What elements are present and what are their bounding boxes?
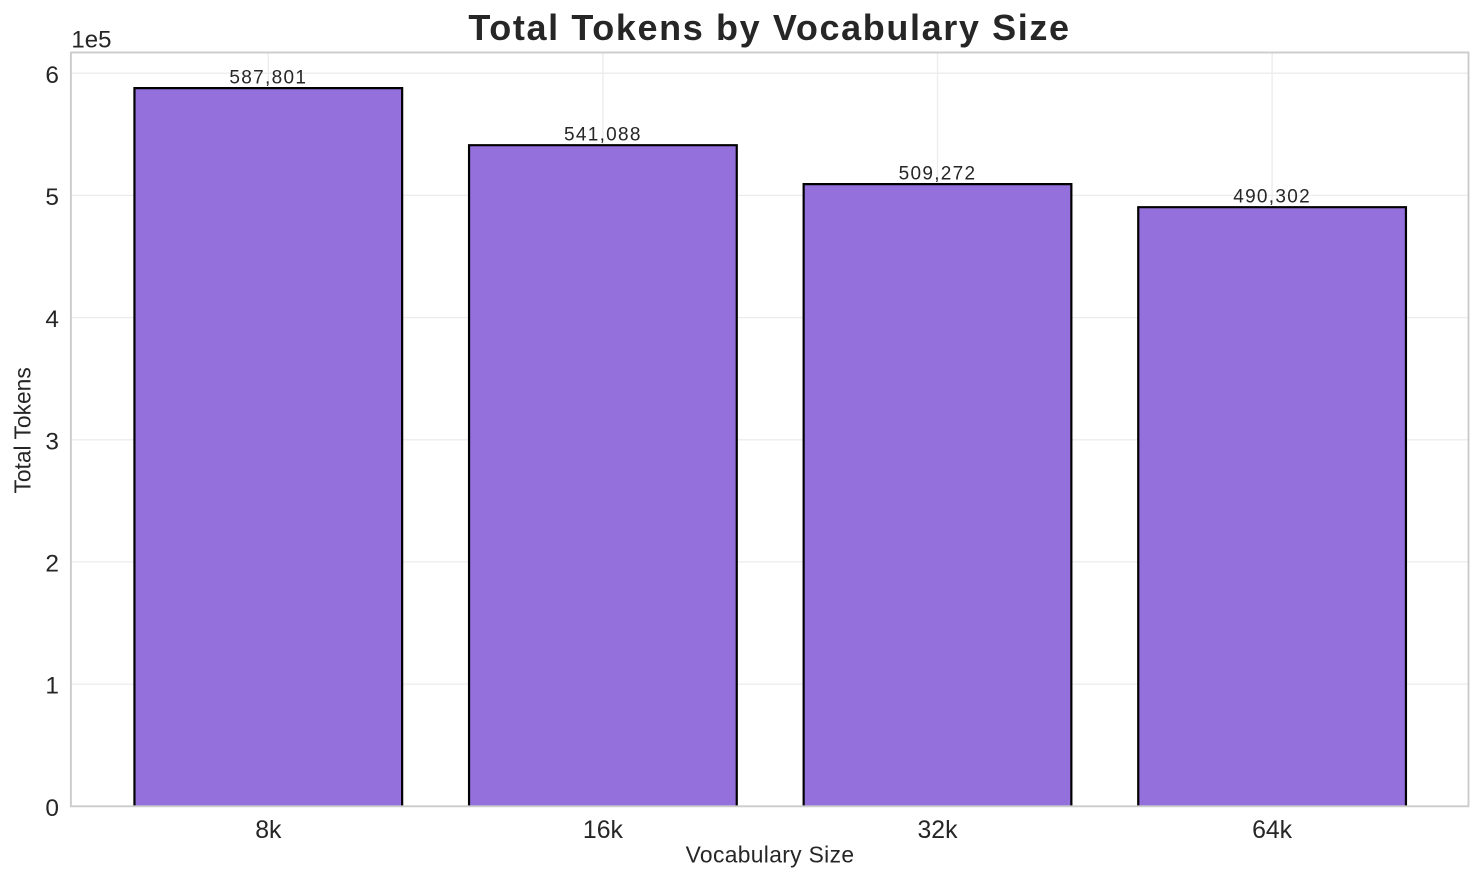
svg-text:1e5: 1e5 [71, 26, 111, 53]
svg-text:3: 3 [45, 428, 59, 455]
svg-text:490,302: 490,302 [1233, 187, 1311, 208]
svg-text:1: 1 [45, 673, 59, 700]
svg-text:509,272: 509,272 [899, 164, 977, 185]
svg-text:Total Tokens by Vocabulary Siz: Total Tokens by Vocabulary Size [468, 7, 1070, 48]
svg-text:32k: 32k [918, 817, 959, 844]
svg-text:16k: 16k [583, 817, 624, 844]
svg-text:0: 0 [45, 795, 59, 822]
svg-text:2: 2 [45, 551, 59, 578]
svg-text:Total Tokens: Total Tokens [9, 367, 35, 493]
svg-text:5: 5 [45, 184, 59, 211]
svg-text:Vocabulary Size: Vocabulary Size [686, 842, 855, 868]
svg-text:8k: 8k [255, 817, 282, 844]
svg-text:4: 4 [45, 306, 59, 333]
svg-text:64k: 64k [1252, 817, 1293, 844]
svg-text:541,088: 541,088 [564, 125, 642, 146]
svg-text:6: 6 [45, 62, 59, 89]
svg-text:587,801: 587,801 [229, 68, 307, 89]
